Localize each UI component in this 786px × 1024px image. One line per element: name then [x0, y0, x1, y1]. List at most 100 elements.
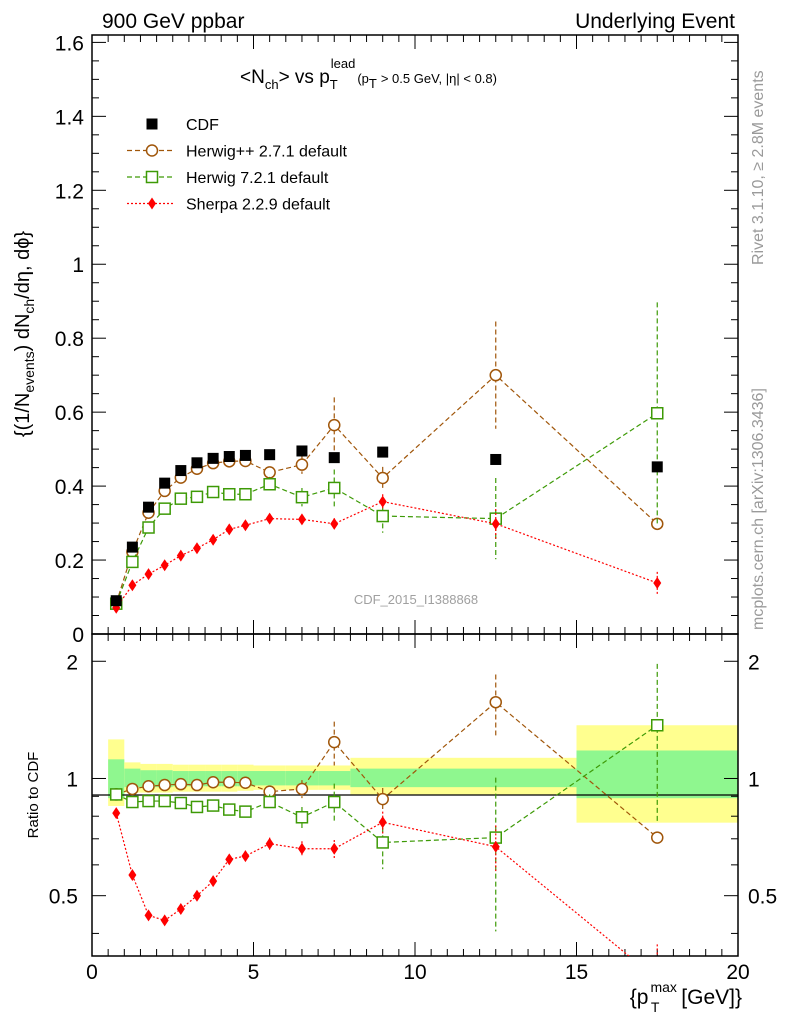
- data-point-herwigpp: [651, 831, 664, 844]
- ratio-band-inner: [318, 771, 351, 786]
- data-point-herwigpp: [295, 782, 309, 796]
- data-point-herwig7: [295, 490, 309, 504]
- series-line-herwigpp: [115, 374, 658, 604]
- x-axis-label: {p max T [GeV]}: [630, 979, 742, 1015]
- data-point-cdf: [239, 449, 251, 461]
- legend-marker: [145, 144, 159, 157]
- ratio-y-tick-label-right: 0.5: [748, 886, 777, 909]
- data-point-herwig7: [158, 502, 171, 515]
- data-point-herwig7: [223, 487, 236, 501]
- legend-marker: [145, 170, 159, 184]
- data-point-herwig7: [651, 407, 664, 420]
- data-point-sherpa: [160, 559, 169, 572]
- ratio-y-tick-label: 1: [66, 768, 78, 791]
- data-point-sherpa: [144, 568, 153, 581]
- x-tick-label: 15: [565, 961, 588, 984]
- data-point-sherpa: [176, 549, 185, 562]
- data-point-cdf: [223, 451, 235, 463]
- ratio-y-tick-label: 2: [66, 651, 78, 674]
- ratio-series: [109, 663, 664, 956]
- data-point-herwigpp: [158, 778, 171, 792]
- data-point-herwig7: [239, 805, 252, 818]
- data-point-herwigpp: [126, 782, 139, 796]
- data-point-sherpa: [265, 512, 274, 525]
- data-point-herwig7: [206, 799, 220, 812]
- y-tick-label: 0.8: [55, 328, 84, 351]
- data-point-cdf: [126, 541, 138, 553]
- x-tick-label: 10: [403, 961, 426, 984]
- legend-label: CDF: [186, 117, 219, 134]
- data-point-cdf: [490, 453, 502, 465]
- data-point-herwigpp: [239, 776, 252, 790]
- data-point-herwig7: [263, 478, 276, 491]
- data-point-herwig7: [376, 509, 389, 523]
- data-point-herwigpp: [295, 458, 309, 471]
- data-point-sherpa: [209, 875, 218, 888]
- legend-marker: [146, 118, 158, 130]
- y-tick-label: 1.2: [55, 180, 84, 203]
- ratio-band-inner: [576, 750, 738, 799]
- data-point-sherpa: [144, 909, 153, 922]
- data-point-cdf: [207, 452, 219, 464]
- data-point-herwig7: [158, 794, 171, 808]
- data-point-cdf: [191, 457, 203, 469]
- plot-title: <Nch> vs pTlead(pT > 0.5 GeV, |η| < 0.8): [240, 56, 497, 92]
- data-point-herwigpp: [263, 466, 276, 479]
- data-point-herwig7: [174, 492, 188, 505]
- ratio-axis-label: Ratio to CDF: [25, 752, 42, 839]
- main-series: [109, 302, 664, 614]
- data-point-herwig7: [239, 487, 252, 501]
- data-point-cdf: [264, 449, 276, 461]
- data-point-herwig7: [263, 795, 276, 809]
- data-point-herwig7: [109, 788, 123, 801]
- data-point-herwig7: [328, 795, 341, 809]
- data-point-sherpa: [241, 519, 250, 532]
- series-line-herwig7: [115, 412, 658, 604]
- data-point-herwigpp: [206, 775, 220, 789]
- data-point-herwigpp: [376, 471, 389, 485]
- x-tick-label: 0: [86, 961, 98, 984]
- data-point-sherpa: [192, 889, 201, 902]
- data-point-sherpa: [160, 914, 169, 927]
- rivet-version-label: Rivet 3.1.10, ≥ 2.8M events: [750, 70, 767, 265]
- data-point-herwigpp: [223, 775, 236, 789]
- legend-label: Herwig++ 2.7.1 default: [186, 144, 348, 161]
- y-tick-label: 1.4: [55, 106, 85, 129]
- data-point-sherpa: [491, 840, 500, 853]
- mcplots-label: mcplots.cern.ch [arXiv:1306.3436]: [750, 388, 767, 630]
- legend-label: Sherpa 2.2.9 default: [186, 197, 331, 214]
- ratio-band-inner: [285, 771, 319, 786]
- data-point-herwig7: [142, 521, 155, 534]
- data-point-sherpa: [225, 853, 234, 866]
- data-point-herwigpp: [376, 792, 389, 806]
- data-point-herwig7: [142, 794, 155, 808]
- data-point-herwig7: [126, 555, 139, 569]
- data-point-cdf: [159, 477, 171, 489]
- y-tick-label: 0.2: [55, 550, 84, 573]
- data-point-herwig7: [206, 485, 220, 499]
- data-point-herwigpp: [328, 418, 341, 432]
- ratio-y-tick-label-right: 2: [748, 651, 760, 674]
- data-point-sherpa: [330, 517, 339, 530]
- data-point-cdf: [328, 452, 340, 464]
- data-point-herwig7: [223, 803, 236, 816]
- data-point-herwigpp: [651, 517, 664, 531]
- data-point-herwig7: [376, 836, 389, 849]
- series-line-sherpa: [115, 812, 630, 956]
- ratio-band-inner: [350, 768, 415, 788]
- data-point-sherpa: [297, 513, 306, 526]
- data-point-herwig7: [190, 490, 204, 504]
- legend: CDF Herwig++ 2.7.1 default Herwig 7.2.1 de…: [127, 117, 348, 214]
- data-point-sherpa: [128, 579, 137, 592]
- ratio-band-inner: [124, 768, 141, 788]
- x-tick-label: 20: [726, 961, 749, 984]
- data-point-herwigpp: [174, 777, 188, 791]
- y-tick-label: 0: [72, 624, 84, 647]
- data-point-sherpa: [297, 842, 306, 855]
- data-point-cdf: [143, 501, 155, 513]
- header-left: 900 GeV ppbar: [102, 10, 244, 33]
- analysis-watermark: CDF_2015_I1388868: [354, 592, 478, 607]
- data-point-cdf: [651, 461, 663, 473]
- data-point-sherpa: [491, 517, 500, 530]
